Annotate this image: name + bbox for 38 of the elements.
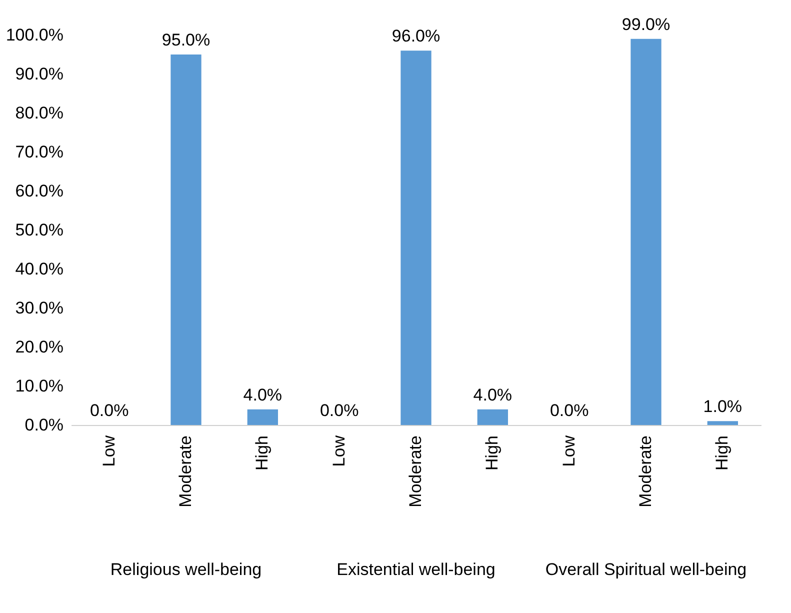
- x-tick-label: High: [252, 436, 272, 470]
- text: Existential well-being: [336, 560, 496, 579]
- data-label: 99.0%: [622, 14, 670, 34]
- x-tick-label: Moderate: [636, 436, 655, 508]
- bar: [477, 409, 508, 425]
- bar: [247, 409, 278, 425]
- y-tick-label: 0.0%: [24, 416, 64, 434]
- x-tick-label: Low: [329, 434, 348, 467]
- y-tick-label: 60.0%: [15, 182, 64, 200]
- data-label: 96.0%: [392, 26, 440, 46]
- y-tick-label: 40.0%: [15, 260, 64, 278]
- x-tick-label: High: [712, 436, 732, 470]
- text: Overall Spiritual well-being: [545, 560, 747, 579]
- data-label: 1.0%: [703, 397, 742, 416]
- y-tick-label: 20.0%: [15, 338, 64, 356]
- y-tick-label: 80.0%: [15, 104, 64, 122]
- y-tick-label: 30.0%: [15, 298, 64, 318]
- text: Religious well-being: [110, 560, 262, 579]
- y-tick-label: 70.0%: [15, 142, 64, 162]
- x-tick-label: Low: [99, 434, 118, 467]
- data-label: 0.0%: [90, 401, 129, 420]
- y-tick-label: 10.0%: [15, 376, 64, 396]
- x-tick-label: High: [482, 436, 502, 470]
- y-tick-label: 100.0%: [6, 26, 64, 44]
- data-label: 0.0%: [550, 401, 589, 420]
- bar: [400, 50, 432, 425]
- x-tick-label: Moderate: [406, 436, 425, 508]
- data-label: 0.0%: [320, 401, 359, 420]
- bar: [707, 421, 738, 425]
- bar: [630, 38, 662, 425]
- data-label: 4.0%: [243, 385, 282, 404]
- x-tick-label: Moderate: [176, 436, 195, 508]
- data-label: 4.0%: [473, 385, 512, 404]
- x-tick-label: Low: [559, 434, 578, 467]
- data-label: 95.0%: [162, 30, 210, 50]
- y-tick-label: 90.0%: [15, 64, 64, 84]
- bar: [170, 54, 202, 425]
- y-tick-label: 50.0%: [15, 220, 64, 240]
